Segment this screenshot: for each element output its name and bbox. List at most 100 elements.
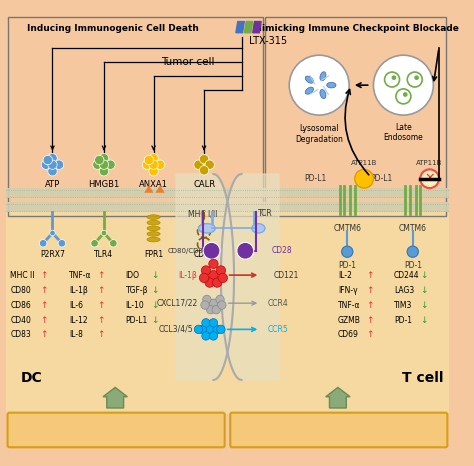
- Text: ↑: ↑: [40, 286, 48, 295]
- Text: ↑: ↑: [366, 271, 374, 280]
- Circle shape: [407, 246, 419, 257]
- Circle shape: [109, 240, 117, 247]
- Text: PD-L1: PD-L1: [304, 174, 327, 184]
- Circle shape: [209, 332, 218, 340]
- Circle shape: [194, 160, 203, 169]
- Bar: [6, 202, 449, 212]
- Text: TNF-α: TNF-α: [69, 271, 92, 280]
- Text: CD40: CD40: [10, 315, 31, 324]
- Circle shape: [203, 242, 220, 259]
- Text: ↑: ↑: [40, 315, 48, 324]
- Ellipse shape: [252, 224, 265, 233]
- Text: ✕: ✕: [424, 172, 435, 185]
- Text: CALR: CALR: [193, 180, 215, 189]
- Circle shape: [392, 75, 396, 80]
- Text: CD28: CD28: [272, 246, 292, 255]
- Text: CD83: CD83: [10, 330, 31, 340]
- Text: ATP: ATP: [45, 180, 60, 189]
- Ellipse shape: [327, 82, 336, 88]
- Circle shape: [99, 166, 109, 176]
- Text: TIM3: TIM3: [394, 301, 412, 309]
- Circle shape: [200, 165, 209, 175]
- Text: ↓: ↓: [151, 286, 158, 295]
- Text: IL-10: IL-10: [126, 301, 144, 309]
- Text: IL-12: IL-12: [69, 315, 88, 324]
- Circle shape: [106, 160, 115, 169]
- Text: ↓: ↓: [420, 315, 428, 324]
- Circle shape: [99, 153, 109, 163]
- Circle shape: [194, 325, 203, 334]
- Circle shape: [218, 301, 226, 309]
- Text: TGF-β: TGF-β: [126, 286, 148, 295]
- Circle shape: [202, 332, 210, 340]
- Text: IFN-γ: IFN-γ: [338, 286, 357, 295]
- Circle shape: [374, 55, 433, 115]
- Circle shape: [384, 72, 400, 87]
- Text: PD-L1: PD-L1: [370, 174, 392, 184]
- Text: Enhanced DC Recruitment/Homing/Maturation: Enhanced DC Recruitment/Homing/Maturatio…: [18, 425, 214, 434]
- Text: ↑: ↑: [40, 271, 48, 280]
- Text: MHC I/II: MHC I/II: [188, 209, 217, 218]
- Text: P2RX7: P2RX7: [40, 250, 65, 259]
- Circle shape: [213, 325, 221, 334]
- Text: CCL3/4/5: CCL3/4/5: [158, 325, 193, 334]
- Circle shape: [149, 153, 158, 163]
- Text: CD69: CD69: [338, 330, 359, 340]
- Text: ↓: ↓: [151, 301, 158, 309]
- Text: Improved T Cell Priming/Infiltration/Activation: Improved T Cell Priming/Infiltration/Act…: [243, 425, 435, 434]
- Text: LAG3: LAG3: [394, 286, 414, 295]
- Text: ↓: ↓: [151, 315, 158, 324]
- Text: IL-1β: IL-1β: [69, 286, 88, 295]
- Circle shape: [289, 55, 349, 115]
- Circle shape: [407, 72, 422, 87]
- Circle shape: [48, 160, 57, 169]
- Circle shape: [209, 259, 218, 268]
- Text: ↑: ↑: [98, 315, 105, 324]
- Circle shape: [216, 266, 226, 275]
- Text: ↑: ↑: [366, 301, 374, 309]
- Text: PD-1: PD-1: [338, 261, 356, 270]
- Text: GZMB: GZMB: [338, 315, 361, 324]
- Ellipse shape: [147, 226, 160, 231]
- Circle shape: [218, 273, 228, 282]
- Circle shape: [355, 169, 374, 188]
- Text: Tumor cell: Tumor cell: [162, 57, 215, 67]
- Circle shape: [403, 92, 408, 97]
- Polygon shape: [236, 21, 244, 33]
- Text: CD80: CD80: [10, 286, 31, 295]
- Circle shape: [237, 242, 254, 259]
- Text: ↑: ↑: [366, 286, 374, 295]
- Circle shape: [41, 160, 51, 169]
- Circle shape: [43, 155, 53, 164]
- Circle shape: [95, 155, 104, 164]
- Polygon shape: [221, 174, 279, 380]
- Bar: [8, 17, 263, 216]
- Ellipse shape: [305, 87, 313, 94]
- Text: T cell: T cell: [402, 371, 444, 385]
- Text: ↑: ↑: [366, 315, 374, 324]
- Circle shape: [149, 160, 158, 169]
- Text: CD86: CD86: [10, 301, 31, 309]
- Text: TNF-α: TNF-α: [338, 301, 360, 309]
- Circle shape: [93, 160, 102, 169]
- Text: ↑: ↑: [98, 330, 105, 340]
- Text: ↓: ↓: [151, 271, 158, 280]
- Circle shape: [414, 75, 419, 80]
- Text: ATP11B: ATP11B: [417, 160, 443, 165]
- Text: Mimicking Immune Checkpoint Blockade: Mimicking Immune Checkpoint Blockade: [253, 24, 459, 34]
- Text: HMGB1: HMGB1: [88, 180, 119, 189]
- Circle shape: [48, 166, 57, 176]
- Text: ↓: ↓: [420, 286, 428, 295]
- Bar: [6, 188, 449, 199]
- Circle shape: [217, 325, 225, 334]
- Text: TLR4: TLR4: [94, 250, 113, 259]
- Text: ↑: ↑: [98, 286, 105, 295]
- FancyBboxPatch shape: [230, 413, 447, 447]
- Polygon shape: [244, 21, 253, 33]
- Circle shape: [205, 160, 214, 169]
- Circle shape: [201, 301, 209, 309]
- Text: ↓: ↓: [420, 271, 428, 280]
- Text: CMTM6: CMTM6: [399, 224, 427, 233]
- Text: IDO: IDO: [126, 271, 139, 280]
- Circle shape: [144, 155, 154, 164]
